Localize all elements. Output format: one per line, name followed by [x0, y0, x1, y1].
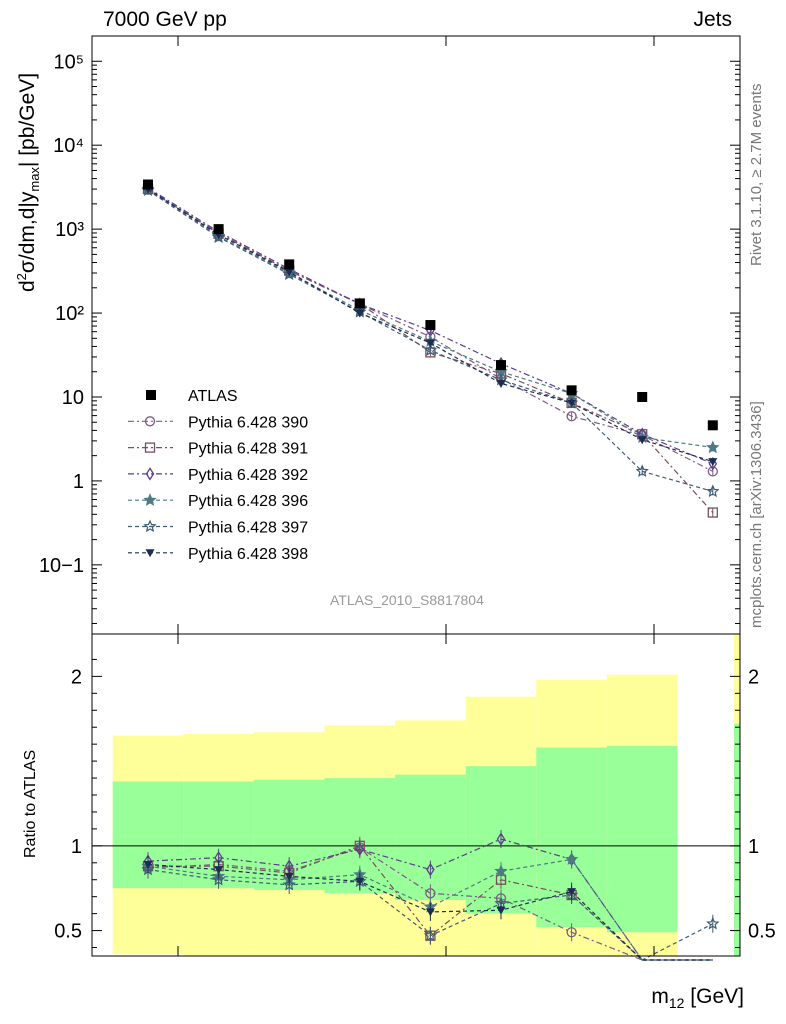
series-3-point	[708, 457, 718, 471]
series-5-point	[282, 267, 296, 280]
ratio-uncertainty-bands	[112, 634, 740, 956]
series-6-point	[637, 436, 647, 445]
ratio-tick-label: 1	[71, 836, 82, 858]
series-4-point	[706, 440, 720, 454]
ratio-tick-label-right: 1	[748, 836, 759, 858]
series-1-ratio-point	[425, 888, 436, 899]
atlas-point	[425, 320, 436, 331]
series-3-ratio-point	[426, 862, 435, 877]
atlas-point	[496, 360, 506, 371]
series-6-ratio-point	[425, 908, 435, 917]
main-series-layer	[141, 179, 720, 518]
legend-marker-6	[145, 549, 155, 558]
atlas-point	[354, 298, 365, 309]
ratio-y-axis-label: Ratio to ATLAS	[22, 749, 39, 858]
atlas-point	[284, 259, 295, 270]
legend-label-6: Pythia 6.428 398	[188, 546, 308, 563]
series-5-point	[635, 464, 649, 478]
series-4-ratio-point	[494, 864, 508, 877]
series-6-ratio-point	[355, 877, 365, 886]
legend-marker-4	[143, 493, 157, 506]
y-tick-label: 1	[73, 471, 84, 493]
ratio-tick-label: 0.5	[54, 921, 82, 943]
legend-label-4: Pythia 6.428 396	[188, 493, 308, 510]
series-6-point	[284, 268, 294, 277]
green-band-9	[733, 723, 740, 956]
series-4-line	[147, 188, 713, 449]
legend-label-atlas: ATLAS	[188, 388, 238, 405]
legend-marker-1	[144, 416, 156, 427]
series-1-point	[566, 411, 577, 422]
main-frame	[91, 35, 741, 635]
series-3-ratio-point	[496, 832, 506, 846]
series-6-ratio-point	[567, 888, 577, 897]
series-6-ratio-point	[284, 872, 294, 881]
x-axis-label: m12 [GeV]	[651, 985, 744, 1012]
series-5-point	[706, 484, 720, 498]
atlas-point	[143, 179, 153, 190]
series-6-point	[708, 458, 718, 467]
legend-marker-5	[143, 519, 157, 533]
legend-label-5: Pythia 6.428 397	[188, 520, 308, 537]
ratio-tick-label-right: 2	[748, 666, 759, 688]
series-5-ratio-point	[706, 916, 720, 930]
atlas-point	[707, 420, 718, 431]
series-5-ratio-point	[282, 877, 296, 891]
series-6-point	[567, 399, 577, 408]
atlas-point	[566, 385, 577, 396]
ratio-tick-label: 2	[71, 666, 82, 688]
y-tick-label: 10²	[55, 303, 84, 325]
y-tick-label: 10³	[55, 219, 84, 241]
atlas-point	[637, 391, 648, 402]
series-1-ratio-line	[147, 846, 713, 961]
ratio-series-layer	[141, 830, 720, 961]
y-tick-label: 10⁴	[53, 135, 84, 157]
legend-marker-3	[145, 467, 155, 481]
analysis-label: ATLAS_2010_S8817804	[330, 592, 484, 608]
y-axis-label: d2σ/dm,d|ymax| [pb/GeV]	[14, 72, 43, 292]
legend-marker-atlas	[146, 390, 156, 400]
header-category: Jets	[693, 8, 732, 31]
legend-label-3: Pythia 6.428 392	[188, 467, 308, 484]
legend-label-2: Pythia 6.428 391	[188, 441, 308, 458]
mcplots-label: mcplots.cern.ch [arXiv:1306.3436]	[748, 401, 765, 628]
green-band-5	[395, 774, 466, 901]
legend-marker-2	[144, 442, 156, 453]
series-4-ratio-point	[564, 852, 579, 866]
green-band-8	[606, 745, 678, 933]
rivet-version-label: Rivet 3.1.10, ≥ 2.7M events	[748, 83, 765, 267]
series-6-ratio-point	[496, 906, 506, 915]
series-5-point	[423, 343, 438, 356]
series-3-ratio-point	[355, 842, 365, 856]
series-6-point	[355, 309, 365, 318]
y-tick-label: 10⁵	[53, 51, 84, 73]
axes: 10−1 1 10 10² 10³ 10⁴ 10⁵ 0.5 0.5 1 1 2 2	[39, 35, 776, 957]
series-6-ratio-point	[143, 860, 153, 869]
legend-label-1: Pythia 6.428 390	[188, 414, 308, 431]
series-2-point	[707, 507, 718, 518]
series-5-ratio-point	[423, 928, 438, 942]
header-process: 7000 GeV pp	[103, 8, 227, 31]
series-6-ratio-point	[214, 866, 224, 875]
series-5-ratio-point	[211, 872, 226, 886]
series-1-ratio-point	[566, 927, 577, 938]
series-6-point	[496, 379, 506, 388]
ratio-tick-label-right: 0.5	[748, 921, 776, 943]
series-3-ratio-line	[147, 838, 713, 961]
y-tick-label: 10−1	[39, 555, 84, 577]
legend: ATLAS Pythia 6.428 390 Pythia 6.428 391 Pyt…	[128, 388, 308, 563]
series-5-point	[211, 230, 226, 243]
y-tick-label: 10	[62, 387, 84, 409]
atlas-point	[213, 224, 224, 235]
series-6-point	[425, 339, 435, 348]
